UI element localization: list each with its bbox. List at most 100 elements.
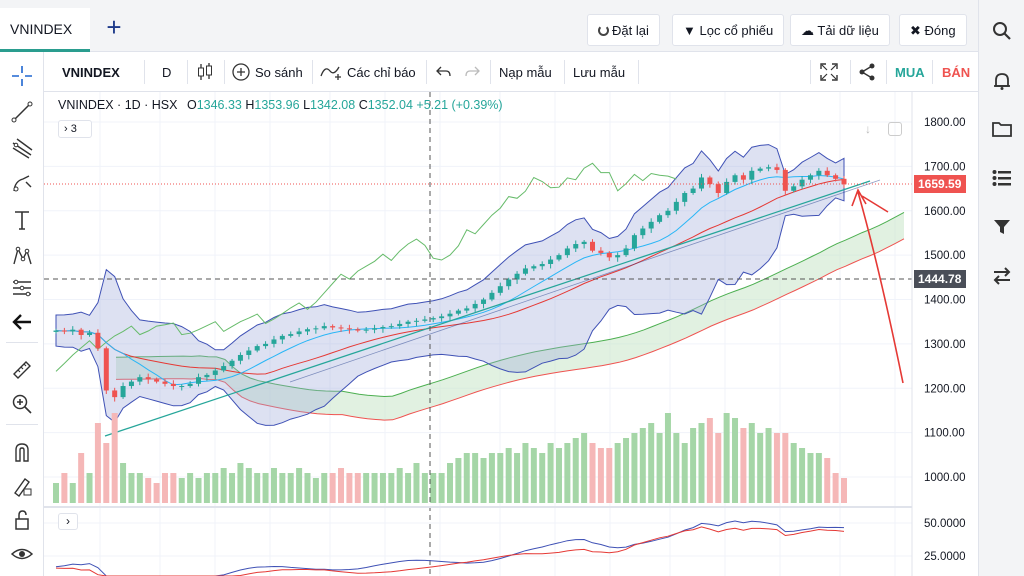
funnel-icon[interactable] bbox=[989, 214, 1015, 240]
price-tick-label: 1300.00 bbox=[924, 339, 966, 351]
buy-button[interactable]: MUA bbox=[895, 52, 925, 92]
crosshair-icon[interactable] bbox=[8, 62, 36, 90]
share-button[interactable] bbox=[858, 52, 876, 92]
volume-bar bbox=[237, 463, 244, 503]
volume-bar bbox=[773, 433, 780, 503]
scroll-down-icon[interactable]: ↓ bbox=[865, 122, 871, 136]
tool-divider bbox=[6, 342, 38, 343]
candle bbox=[539, 264, 545, 267]
fib-retracement-icon[interactable] bbox=[8, 274, 36, 302]
download-data-button[interactable]: ☁ Tải dữ liệu bbox=[790, 14, 890, 46]
load-template-button[interactable]: Nạp mẫu bbox=[499, 52, 552, 92]
save-template-label: Lưu mẫu bbox=[573, 64, 626, 80]
candle bbox=[204, 374, 210, 378]
magnet-icon[interactable] bbox=[8, 438, 36, 466]
candle bbox=[841, 178, 847, 185]
legend-change: +5.21 (+0.39%) bbox=[416, 98, 503, 112]
volume-bar bbox=[245, 468, 252, 503]
watchlist-icon[interactable] bbox=[989, 165, 1015, 191]
redo-button[interactable] bbox=[464, 52, 480, 92]
indicators-button[interactable]: Các chỉ báo bbox=[320, 52, 416, 92]
last-price-tag: 1659.59 bbox=[914, 175, 966, 193]
trend-line-icon[interactable] bbox=[8, 98, 36, 126]
volume-bar bbox=[664, 413, 671, 503]
symbol-label: VNINDEX bbox=[62, 64, 120, 80]
candle bbox=[556, 255, 562, 260]
volume-bar bbox=[103, 443, 110, 503]
legend-high-label: H bbox=[245, 98, 255, 112]
moving-average-red bbox=[55, 179, 845, 375]
interval-selector[interactable]: D bbox=[162, 52, 171, 92]
volume-bar bbox=[522, 443, 529, 503]
candle bbox=[279, 335, 285, 340]
candle bbox=[363, 329, 369, 331]
volume-bar bbox=[438, 473, 445, 503]
pitchfork-icon[interactable] bbox=[8, 134, 36, 162]
redo-icon bbox=[465, 66, 480, 77]
pane-separator bbox=[44, 506, 912, 508]
unlock-icon[interactable] bbox=[8, 506, 36, 534]
share-icon bbox=[859, 63, 875, 81]
candle bbox=[464, 308, 470, 311]
candle bbox=[296, 331, 302, 335]
candle bbox=[439, 316, 445, 319]
fullscreen-button[interactable] bbox=[820, 52, 838, 92]
candle bbox=[489, 292, 495, 300]
volume-bar bbox=[673, 433, 680, 503]
candle bbox=[196, 377, 202, 384]
fullscreen-icon bbox=[820, 63, 838, 81]
chevron-right-icon: › bbox=[66, 514, 70, 528]
swap-arrows-icon[interactable] bbox=[989, 263, 1015, 289]
back-arrow-icon[interactable] bbox=[8, 308, 36, 336]
candle bbox=[665, 210, 671, 216]
text-tool-icon[interactable] bbox=[8, 206, 36, 234]
price-tick-label: 1200.00 bbox=[924, 383, 966, 395]
zoom-in-icon[interactable] bbox=[8, 390, 36, 418]
volume-bar bbox=[396, 468, 403, 503]
reset-button[interactable]: Đặt lại bbox=[587, 14, 660, 46]
brush-icon[interactable] bbox=[8, 170, 36, 198]
bell-icon[interactable] bbox=[989, 68, 1015, 94]
save-template-button[interactable]: Lưu mẫu bbox=[573, 52, 625, 92]
candle bbox=[413, 320, 419, 322]
volume-bars bbox=[53, 413, 847, 503]
volume-bar bbox=[128, 473, 135, 503]
chart-type-button[interactable] bbox=[196, 52, 214, 92]
lock-drawing-icon[interactable] bbox=[8, 472, 36, 500]
volume-bar bbox=[723, 413, 730, 503]
candle bbox=[405, 321, 411, 324]
close-button[interactable]: ✖ Đóng bbox=[899, 14, 967, 46]
candle bbox=[497, 286, 503, 293]
search-icon[interactable] bbox=[989, 18, 1015, 44]
toolbar-divider bbox=[850, 60, 851, 84]
legend-exchange: HSX bbox=[151, 98, 178, 112]
sell-button[interactable]: BÁN bbox=[942, 52, 970, 92]
stock-filter-button[interactable]: ▼ Lọc cổ phiếu bbox=[672, 14, 785, 46]
legend-close: 1352.04 bbox=[367, 98, 413, 112]
price-axis bbox=[912, 92, 978, 576]
price-axis-labels: 1800.00 1700.00 1600.00 1500.00 1400.00 1300.… bbox=[924, 117, 966, 563]
candle bbox=[455, 310, 461, 314]
candle bbox=[422, 319, 428, 321]
reset-scale-icon[interactable] bbox=[888, 122, 902, 136]
symbol-selector[interactable]: VNINDEX bbox=[62, 52, 120, 92]
candle bbox=[430, 318, 436, 320]
ruler-icon[interactable] bbox=[8, 356, 36, 384]
tool-divider bbox=[6, 424, 38, 425]
tab-vnindex[interactable]: VNINDEX bbox=[0, 8, 90, 52]
pattern-icon[interactable] bbox=[8, 242, 36, 270]
volume-bar bbox=[623, 438, 630, 503]
volume-bar bbox=[329, 473, 336, 503]
undo-button[interactable] bbox=[436, 52, 452, 92]
osc-collapse-button[interactable]: › bbox=[58, 513, 78, 530]
indicators-collapse-button[interactable]: › 3 bbox=[58, 120, 92, 138]
candle bbox=[640, 228, 646, 236]
candle bbox=[70, 329, 76, 332]
compare-button[interactable]: So sánh bbox=[232, 52, 303, 92]
volume-bar bbox=[195, 478, 202, 503]
eye-icon[interactable] bbox=[8, 540, 36, 568]
candle bbox=[581, 241, 587, 245]
price-chart[interactable]: 1800.00 1700.00 1600.00 1500.00 1400.00 1300.… bbox=[44, 92, 978, 576]
add-tab-button[interactable]: + bbox=[106, 12, 122, 42]
folder-icon[interactable] bbox=[989, 116, 1015, 142]
